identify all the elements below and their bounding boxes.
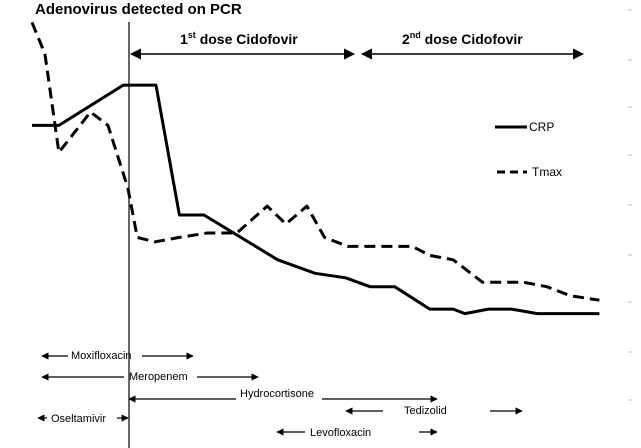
legend-tmax-label: Tmax: [532, 165, 562, 179]
dose2-label-rest: dose Cidofovir: [421, 31, 523, 47]
treatment-label-moxifloxacin: Moxifloxacin: [71, 350, 132, 362]
right-edge-ticks: [628, 9, 632, 401]
dose2-label-sup: nd: [410, 30, 421, 40]
treatment-label-meropenem: Meropenem: [129, 371, 188, 383]
legend: CRP Tmax: [495, 120, 562, 179]
treatment-arrows: [37, 352, 523, 436]
treatment-label-tedizolid: Tedizolid: [404, 405, 447, 417]
dose1-label: 1st dose Cidofovir: [180, 30, 298, 47]
treatment-label-hydrocortisone: Hydrocortisone: [240, 388, 314, 400]
dose1-label-prefix: 1: [180, 31, 188, 47]
dose2-label-prefix: 2: [402, 31, 410, 47]
treatment-label-oseltamivir: Oseltamivir: [51, 413, 106, 425]
dose1-label-sup: st: [188, 30, 196, 40]
legend-crp-label: CRP: [529, 120, 554, 134]
chart-title: Adenovirus detected on PCR: [35, 1, 242, 18]
series-line-tmax: [30, 21, 600, 302]
treatment-labels: Moxifloxacin Meropenem Hydrocortisone Te…: [51, 350, 447, 439]
series-line-crp: [32, 83, 600, 316]
treatment-label-levofloxacin: Levofloxacin: [310, 427, 371, 439]
dose1-label-rest: dose Cidofovir: [196, 31, 298, 47]
dose2-label: 2nd dose Cidofovir: [402, 30, 523, 47]
